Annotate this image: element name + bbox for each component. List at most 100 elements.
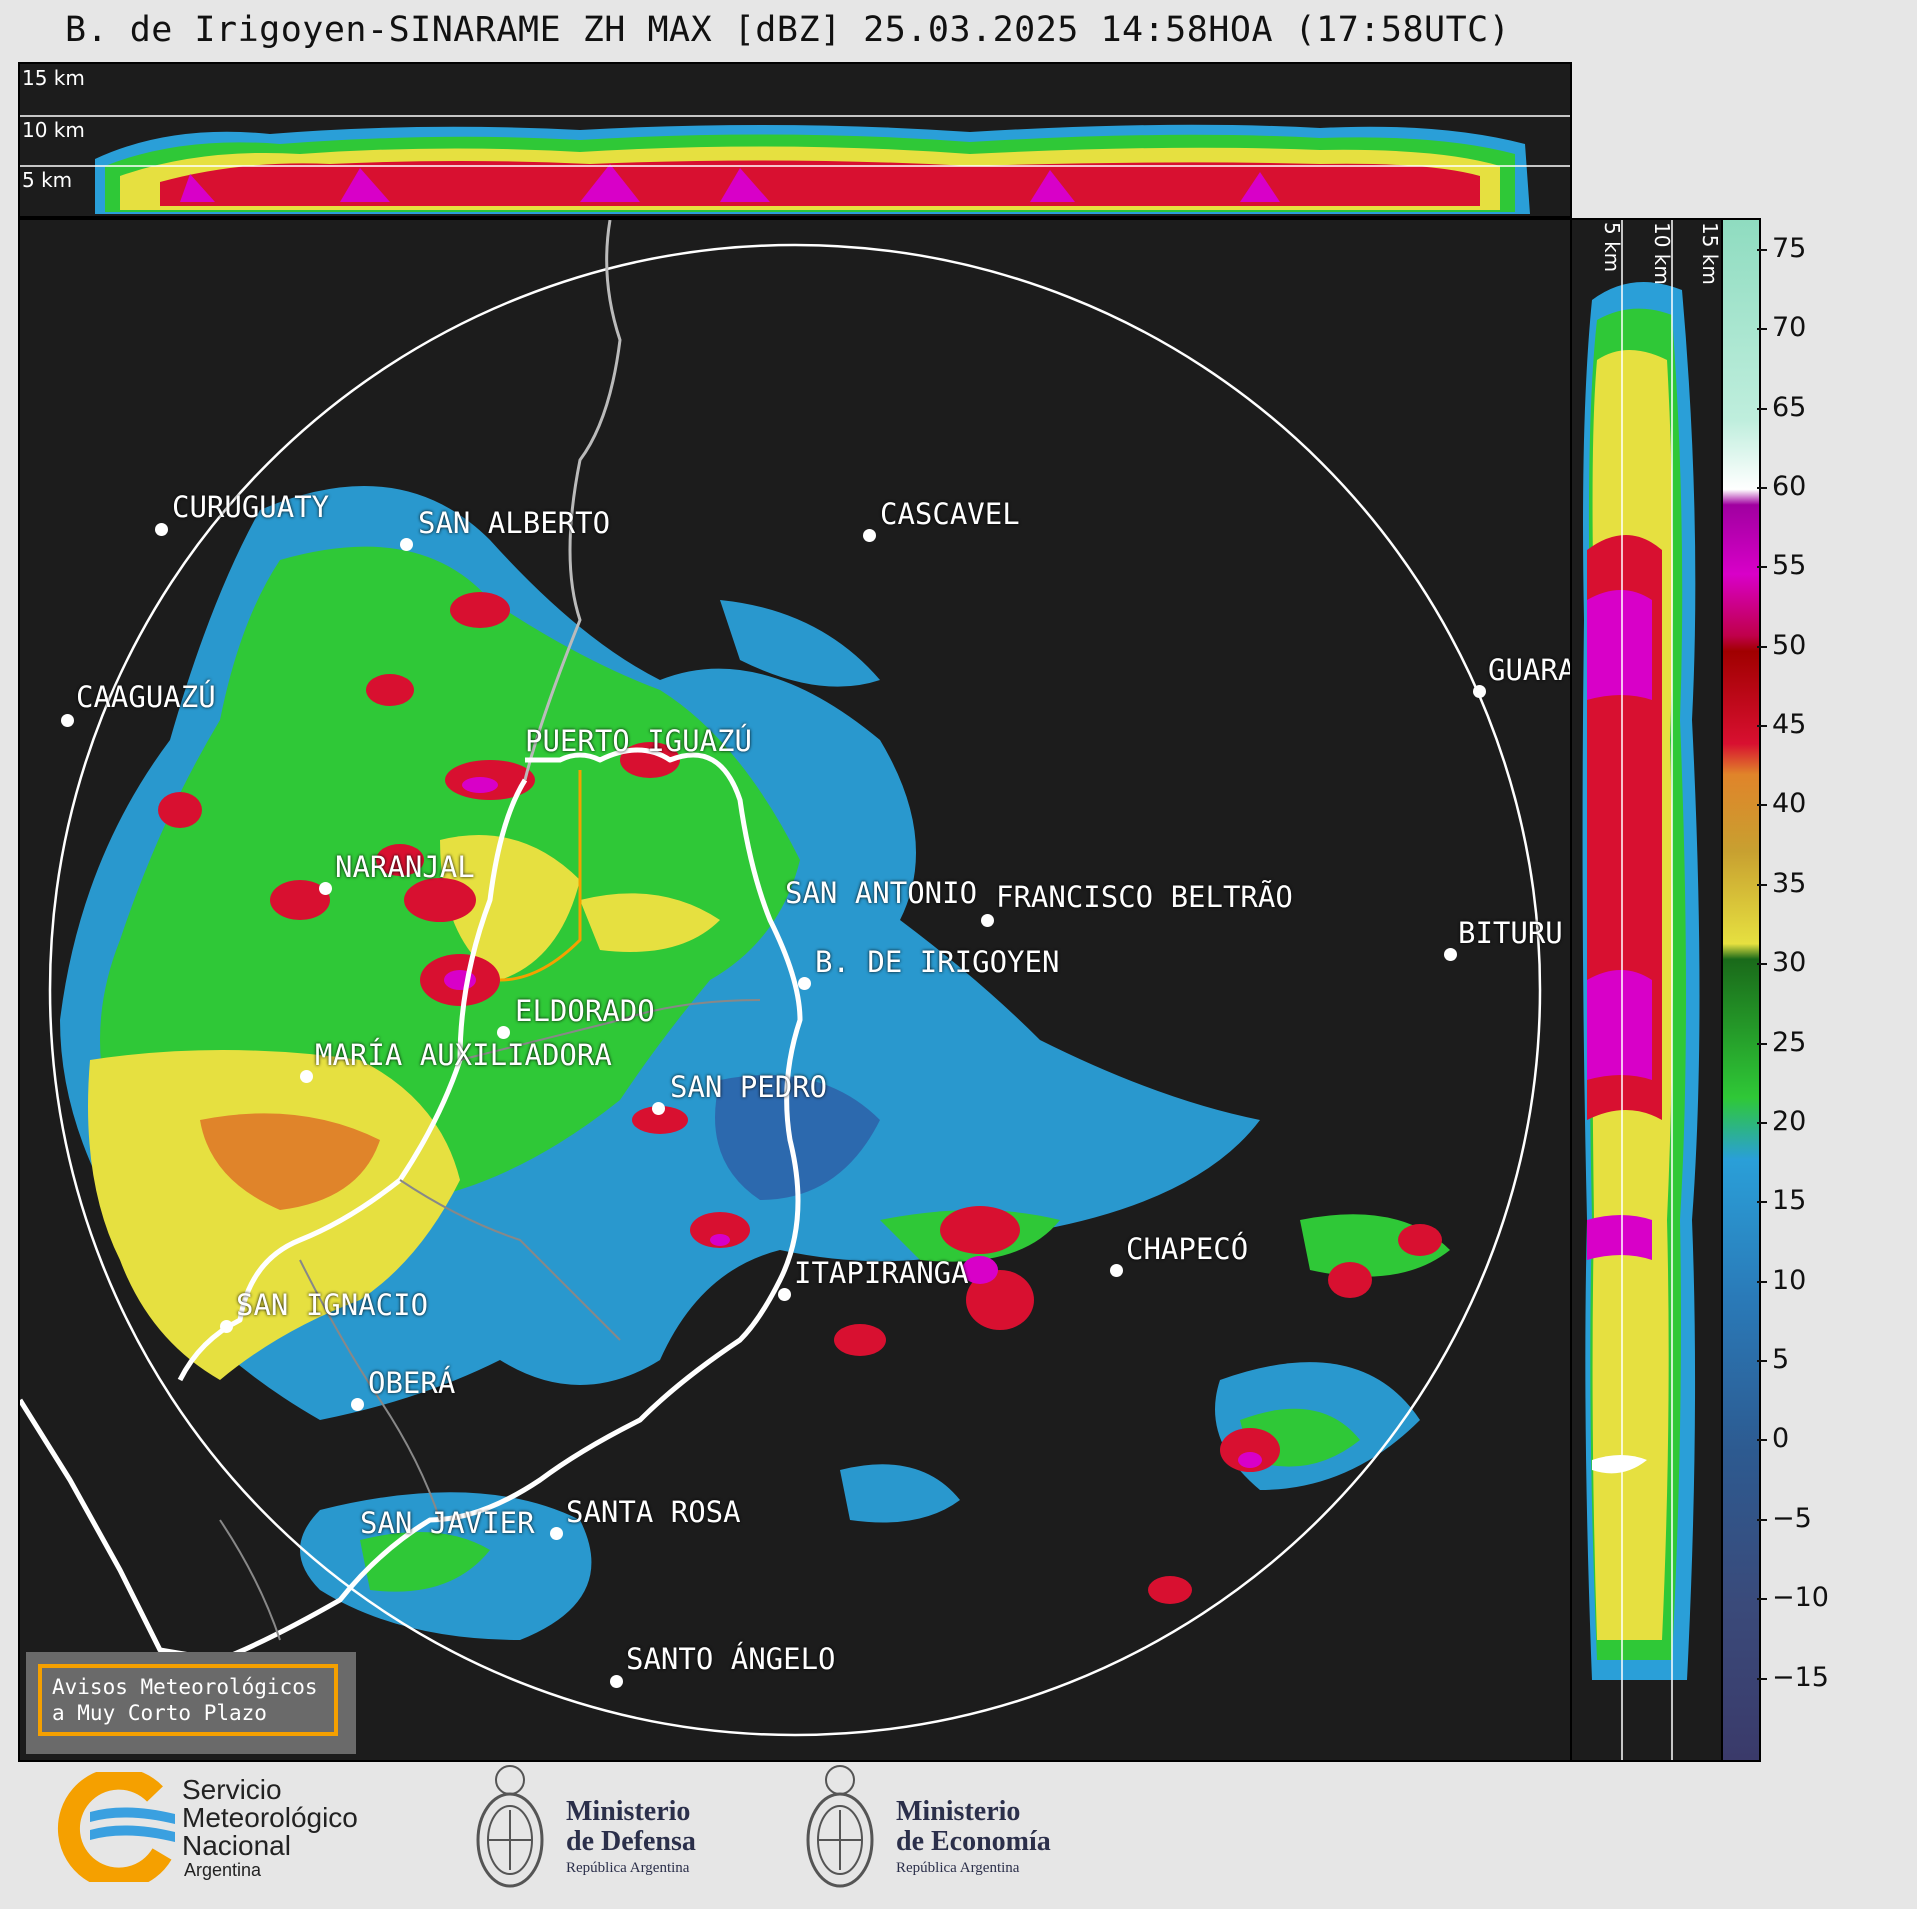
city-marker (652, 1102, 665, 1115)
colorbar-tick-label: −15 (1772, 1662, 1829, 1693)
colorbar-tick (1757, 1439, 1767, 1441)
colorbar-tick (1757, 487, 1767, 489)
city-label: CASCAVEL (880, 497, 1020, 531)
city-label: SAN PEDRO (670, 1070, 827, 1104)
colorbar-tick-label: 30 (1772, 947, 1806, 978)
city-label: SAN IGNACIO (236, 1288, 428, 1322)
colorbar (1721, 218, 1761, 1762)
city-label: CURUGUATY (172, 490, 329, 524)
city-marker (550, 1527, 563, 1540)
colorbar-tick (1757, 1043, 1767, 1045)
top-cross-section-panel: 15 km 10 km 5 km (18, 62, 1572, 218)
city-marker (610, 1675, 623, 1688)
city-marker (778, 1288, 791, 1301)
smn-line3: Nacional (182, 1830, 291, 1862)
side-cross-section-echo (1572, 220, 1726, 1760)
smn-logo-icon (50, 1772, 180, 1882)
height-label-15km: 15 km (1698, 222, 1722, 285)
city-label: GUARA (1488, 653, 1572, 687)
warning-box[interactable]: Avisos Meteorológicos a Muy Corto Plazo (26, 1652, 356, 1754)
radar-map (20, 220, 1570, 1760)
height-label-5km: 5 km (1600, 222, 1624, 272)
city-marker (319, 882, 332, 895)
colorbar-tick-label: 0 (1772, 1423, 1789, 1454)
radar-site-marker (798, 977, 811, 990)
warning-box-inner: Avisos Meteorológicos a Muy Corto Plazo (38, 1664, 338, 1736)
colorbar-tick (1757, 1678, 1767, 1680)
city-marker (300, 1070, 313, 1083)
colorbar-tick (1757, 408, 1767, 410)
city-label: FRANCISCO BELTRÃO (996, 880, 1293, 914)
chart-title: B. de Irigoyen-SINARAME ZH MAX [dBZ] 25.… (65, 10, 1510, 50)
city-marker (1444, 948, 1457, 961)
colorbar-tick (1757, 1122, 1767, 1124)
defensa-logo: Ministerio de Defensa República Argentin… (470, 1760, 750, 1900)
economia-line1: Ministerio (896, 1796, 1020, 1828)
colorbar-tick (1757, 884, 1767, 886)
city-label: ITAPIRANGA (794, 1256, 969, 1290)
city-label: CHAPECÓ (1126, 1232, 1248, 1266)
height-label-15km: 15 km (22, 66, 85, 90)
colorbar-tick-label: 25 (1772, 1027, 1806, 1058)
height-label-10km: 10 km (22, 118, 85, 142)
colorbar-tick (1757, 566, 1767, 568)
colorbar-tick (1757, 1201, 1767, 1203)
colorbar-tick-label: 40 (1772, 788, 1806, 819)
defensa-line3: República Argentina (566, 1860, 689, 1877)
city-marker (400, 538, 413, 551)
city-marker (155, 523, 168, 536)
coat-of-arms-icon (800, 1760, 880, 1900)
colorbar-tick-label: 10 (1772, 1265, 1806, 1296)
colorbar-tick-label: 15 (1772, 1185, 1806, 1216)
city-marker (220, 1320, 233, 1333)
colorbar-tick-label: −10 (1772, 1582, 1829, 1613)
colorbar-tick-label: 20 (1772, 1106, 1806, 1137)
city-label: NARANJAL (335, 850, 475, 884)
colorbar-tick-label: 55 (1772, 550, 1806, 581)
city-marker (1473, 685, 1486, 698)
colorbar-tick (1757, 1519, 1767, 1521)
city-label: SAN ANTONIO (785, 876, 977, 910)
colorbar-tick (1757, 804, 1767, 806)
city-marker (61, 714, 74, 727)
city-label: SANTA ROSA (566, 1495, 741, 1529)
colorbar-tick-label: 50 (1772, 630, 1806, 661)
city-marker (981, 914, 994, 927)
city-label: CAAGUAZÚ (76, 680, 216, 714)
city-label: BITURU (1458, 916, 1563, 950)
city-label: ELDORADO (515, 994, 655, 1028)
city-label: SAN JAVIER (360, 1506, 535, 1540)
economia-logo: Ministerio de Economía República Argenti… (800, 1760, 1100, 1900)
colorbar-tick-label: 35 (1772, 868, 1806, 899)
colorbar-tick (1757, 646, 1767, 648)
colorbar-tick-label: 70 (1772, 312, 1806, 343)
colorbar-tick-label: 75 (1772, 233, 1806, 264)
colorbar-tick (1757, 963, 1767, 965)
colorbar-tick (1757, 1281, 1767, 1283)
colorbar-tick-label: 65 (1772, 392, 1806, 423)
city-label: SANTO ÁNGELO (626, 1642, 836, 1676)
colorbar-tick (1757, 249, 1767, 251)
height-label-5km: 5 km (22, 168, 72, 192)
city-label: MARÍA AUXILIADORA (315, 1038, 612, 1072)
colorbar-tick-label: 60 (1772, 471, 1806, 502)
colorbar-tick (1757, 725, 1767, 727)
warning-line1: Avisos Meteorológicos (52, 1674, 334, 1700)
height-label-10km: 10 km (1650, 222, 1674, 285)
city-marker (351, 1398, 364, 1411)
radar-map-panel: CURUGUATY SAN ALBERTO CASCAVEL CAAGUAZÚ … (18, 218, 1572, 1762)
defensa-line1: Ministerio (566, 1796, 690, 1828)
colorbar-tick (1757, 328, 1767, 330)
colorbar-tick (1757, 1360, 1767, 1362)
top-cross-section-echo (20, 64, 1570, 216)
warning-line2: a Muy Corto Plazo (52, 1700, 334, 1726)
economia-line2: de Economía (896, 1826, 1051, 1858)
city-marker (1110, 1264, 1123, 1277)
city-label: PUERTO IGUAZÚ (525, 724, 752, 758)
defensa-line2: de Defensa (566, 1826, 696, 1858)
colorbar-tick (1757, 1598, 1767, 1600)
smn-line4: Argentina (184, 1860, 261, 1881)
colorbar-tick-label: 5 (1772, 1344, 1789, 1375)
colorbar-tick-label: −5 (1772, 1503, 1812, 1534)
city-label: SAN ALBERTO (418, 506, 610, 540)
